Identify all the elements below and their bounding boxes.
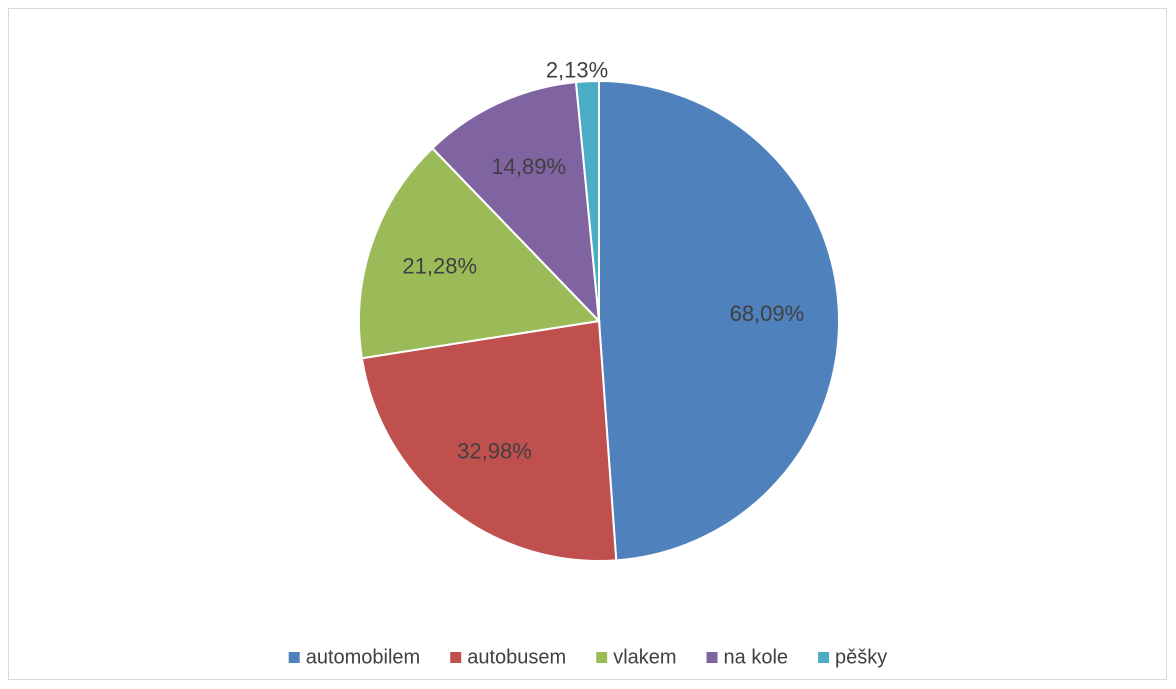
data-label: 32,98% — [457, 438, 532, 463]
legend: automobilem autobusem vlakem na kole pěšky — [288, 646, 887, 668]
legend-swatch — [596, 652, 608, 663]
data-label: 2,13% — [546, 58, 608, 83]
legend-swatch — [706, 652, 718, 663]
legend-swatch — [288, 652, 300, 663]
slice — [358, 146, 602, 360]
slice — [574, 79, 600, 322]
slice — [360, 319, 618, 562]
pie — [358, 79, 840, 562]
data-labels: 68,09% 32,98% 21,28% 14,89% 2,13% — [402, 58, 804, 464]
legend-label: pěšky — [835, 646, 887, 668]
legend-swatch — [818, 652, 830, 663]
slice — [598, 79, 840, 562]
data-label: 68,09% — [730, 301, 805, 326]
data-label: 14,89% — [491, 154, 566, 179]
legend-swatch — [450, 652, 462, 663]
legend-label: na kole — [724, 646, 789, 668]
legend-label: automobilem — [306, 646, 421, 668]
data-label: 21,28% — [402, 253, 477, 278]
legend-label: vlakem — [613, 646, 676, 668]
legend-label: autobusem — [467, 646, 566, 668]
slice — [430, 81, 601, 324]
